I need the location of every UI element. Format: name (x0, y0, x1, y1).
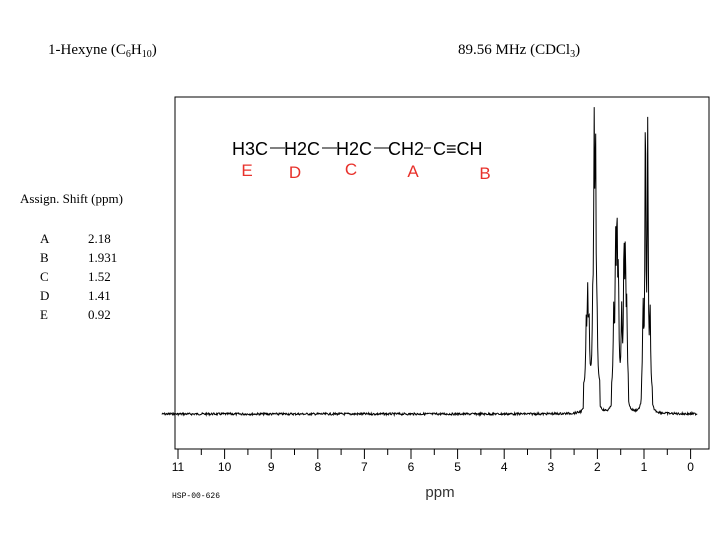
assignment-shift: 2.18 (88, 231, 111, 246)
assignment-row: C 1.52 (40, 267, 117, 286)
assignment-row: D 1.41 (40, 286, 117, 305)
spectrum-id: HSP-00-626 (172, 492, 220, 501)
compound-name: 1-Hexyne (C (48, 42, 126, 58)
frequency-close: ) (575, 42, 581, 58)
assignment-label: D (40, 288, 50, 303)
assignment-label: C (40, 269, 49, 284)
structure-label: E (241, 161, 252, 180)
formula-h: H (130, 42, 142, 58)
solvent-subscript: 3 (570, 49, 576, 60)
spectrum-trace (161, 107, 698, 418)
x-tick-label: 0 (687, 460, 694, 474)
x-tick-label: 11 (172, 460, 185, 474)
assignment-row: B 1.931 (40, 248, 117, 267)
x-tick-label: 5 (454, 460, 461, 474)
assignment-row: E 0.92 (40, 305, 117, 324)
structure-group: H3C (232, 139, 268, 159)
assignment-shift: 0.92 (88, 307, 111, 322)
assignment-label: E (40, 307, 48, 322)
frequency-title: 89.56 MHz (CDCl3) (458, 42, 581, 60)
assignment-shift: 1.52 (88, 269, 111, 284)
x-tick-label: 8 (314, 460, 321, 474)
frequency-label: 89.56 MHz (CDCl (458, 42, 571, 58)
x-axis-label: ppm (425, 484, 454, 501)
formula-hydrogen-count: 10 (141, 49, 152, 60)
assignment-row: A 2.18 (40, 229, 117, 248)
assignment-table: A 2.18 B 1.931 C 1.52 D 1.41 E 0.92 (40, 229, 117, 324)
compound-title: 1-Hexyne (C6H10) (48, 42, 157, 60)
structure-group: C≡CH (433, 139, 483, 159)
assignment-shift: 1.931 (88, 250, 118, 265)
x-tick-label: 9 (268, 460, 275, 474)
compound-close: ) (151, 42, 157, 58)
assignment-shift: 1.41 (88, 288, 111, 303)
structure-label: A (407, 162, 419, 181)
x-tick-label: 3 (547, 460, 554, 474)
assignment-header: Assign. Shift (ppm) (20, 191, 123, 206)
x-tick-label: 4 (501, 460, 508, 474)
structure-group: H2C (284, 139, 320, 159)
structure-label: C (345, 160, 357, 179)
plot-frame (174, 96, 710, 450)
x-tick-label: 6 (408, 460, 415, 474)
x-axis: 11 10 9 8 7 6 5 4 3 2 1 0 (172, 449, 694, 474)
molecule-structure: H3C H2C H2C CH2 C≡CH E D C A B (232, 139, 491, 183)
structure-group: H2C (336, 139, 372, 159)
x-tick-label: 2 (594, 460, 601, 474)
structure-label: D (289, 163, 301, 182)
assignment-label: B (40, 250, 49, 265)
x-tick-label: 1 (641, 460, 648, 474)
x-tick-label: 10 (218, 460, 232, 474)
formula-carbon-count: 6 (125, 49, 131, 60)
structure-group: CH2 (388, 139, 424, 159)
structure-label: B (479, 164, 490, 183)
assignment-label: A (40, 231, 50, 246)
x-tick-label: 7 (361, 460, 368, 474)
